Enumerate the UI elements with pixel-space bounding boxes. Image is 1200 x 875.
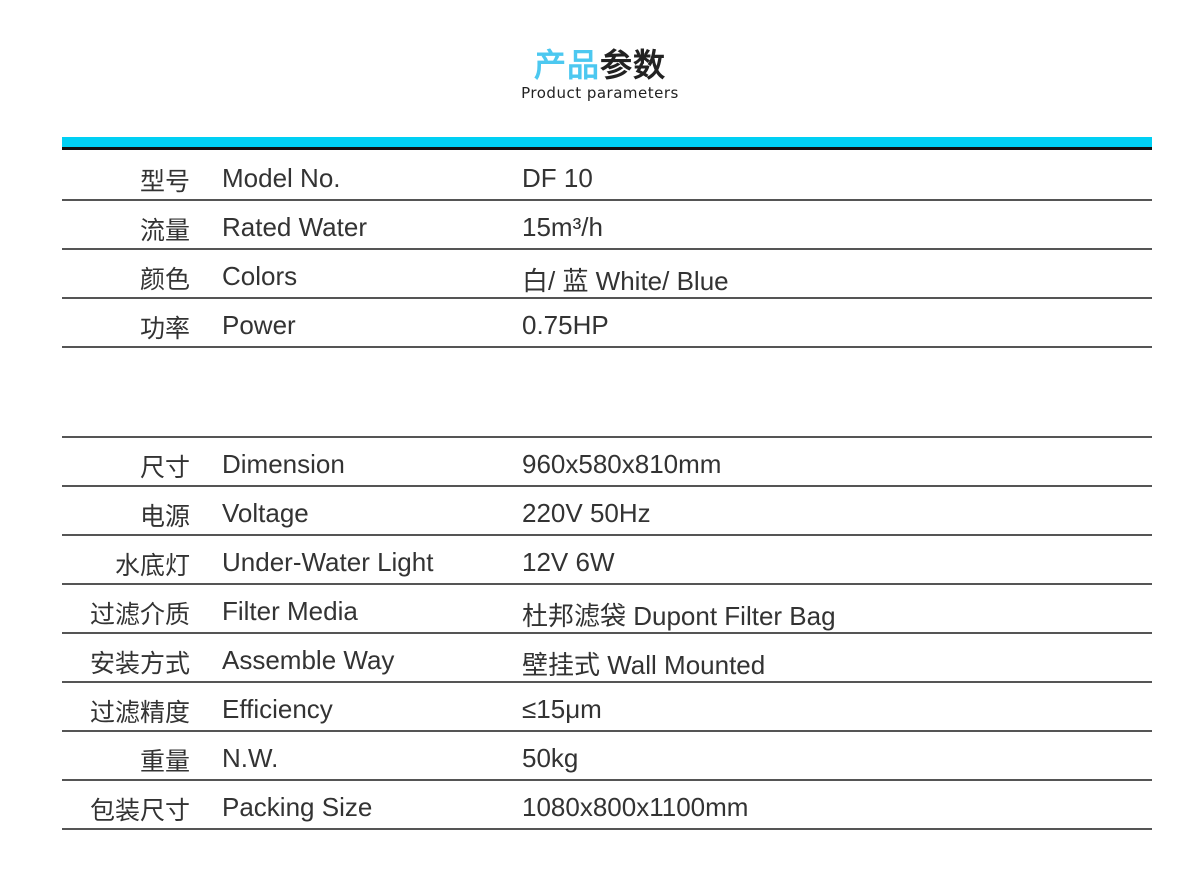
spec-label-cn: 流量 xyxy=(139,216,190,245)
spec-row: 包装尺寸 Packing Size 1080x800x1100mm xyxy=(62,781,1152,830)
spec-value: 960x580x810mm xyxy=(522,449,722,479)
spec-label-en: Power xyxy=(222,310,296,340)
spec-value: DF 10 xyxy=(522,163,593,193)
spec-row: 尺寸 Dimension 960x580x810mm xyxy=(62,438,1152,487)
spec-label-en: Packing Size xyxy=(222,792,373,822)
spec-table-details: 尺寸 Dimension 960x580x810mm 电源 Voltage 220V 50… xyxy=(62,436,1152,830)
spec-label-cn: 颜色 xyxy=(139,265,190,294)
spec-label-en: Voltage xyxy=(222,498,309,528)
spec-row: 功率 Power 0.75HP xyxy=(62,299,1152,348)
spec-value: 50kg xyxy=(522,743,579,773)
spec-label-cn: 过滤介质 xyxy=(89,600,190,629)
spec-label-en: Rated Water xyxy=(222,212,367,242)
spec-row: 安装方式 Assemble Way 壁挂式 Wall Mounted xyxy=(62,634,1152,683)
spec-label-cn: 包装尺寸 xyxy=(89,796,190,825)
page-title: 产品参数 xyxy=(533,46,667,84)
spec-label-en: Model No. xyxy=(222,163,341,193)
spec-label-en: Dimension xyxy=(222,449,345,479)
spec-label-cn: 电源 xyxy=(139,502,190,531)
spec-value: 1080x800x1100mm xyxy=(522,792,749,822)
spec-label-en: Under-Water Light xyxy=(222,547,434,577)
spec-label-en: Filter Media xyxy=(222,596,358,626)
spec-label-en: Colors xyxy=(222,261,298,291)
spec-value: 0.75HP xyxy=(522,310,609,340)
spec-value: 12V 6W xyxy=(522,547,615,577)
spec-row: 重量 N.W. 50kg xyxy=(62,732,1152,781)
spec-label-cn: 水底灯 xyxy=(114,551,190,580)
spec-row: 流量 Rated Water 15m³/h xyxy=(62,201,1152,250)
spec-value: 15m³/h xyxy=(522,212,603,242)
spec-label-cn: 重量 xyxy=(139,747,190,776)
page-subtitle: Product parameters xyxy=(521,84,679,102)
spec-label-cn: 型号 xyxy=(139,167,190,196)
spec-row: 型号 Model No. DF 10 xyxy=(62,152,1152,201)
spec-label-en: Assemble Way xyxy=(222,645,395,675)
spec-row: 颜色 Colors 白/ 蓝 White/ Blue xyxy=(62,250,1152,299)
spec-row: 水底灯 Under-Water Light 12V 6W xyxy=(62,536,1152,585)
spec-table-main: 型号 Model No. DF 10 流量 Rated Water 15m³/h 颜色 Col… xyxy=(62,152,1152,348)
spec-label-cn: 功率 xyxy=(139,314,190,343)
spec-label-cn: 尺寸 xyxy=(139,453,190,482)
spec-row: 电源 Voltage 220V 50Hz xyxy=(62,487,1152,536)
spec-row: 过滤精度 Efficiency ≤15μm xyxy=(62,683,1152,732)
spec-label-en: N.W. xyxy=(222,743,279,773)
spec-value: 220V 50Hz xyxy=(522,498,651,528)
spec-row: 过滤介质 Filter Media 杜邦滤袋 Dupont Filter Bag xyxy=(62,585,1152,634)
spec-value: ≤15μm xyxy=(522,694,602,724)
spec-label-cn: 过滤精度 xyxy=(89,698,190,727)
spec-label-cn: 安装方式 xyxy=(89,649,190,678)
spec-value: 杜邦滤袋 Dupont Filter Bag xyxy=(522,601,836,631)
accent-bar xyxy=(62,137,1152,150)
spec-label-en: Efficiency xyxy=(222,694,333,724)
spec-value: 白/ 蓝 White/ Blue xyxy=(522,266,729,296)
spec-value: 壁挂式 Wall Mounted xyxy=(522,650,766,680)
